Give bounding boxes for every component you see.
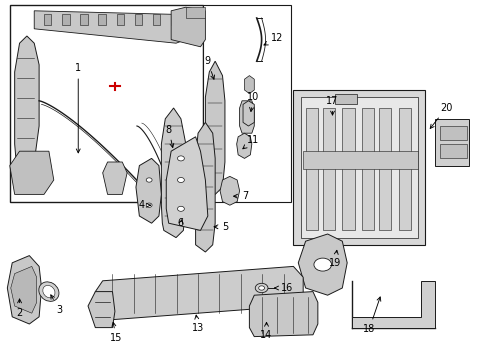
Text: 12: 12: [264, 33, 283, 45]
Text: 4: 4: [138, 200, 150, 210]
Polygon shape: [322, 108, 334, 155]
Polygon shape: [11, 266, 37, 313]
Polygon shape: [378, 162, 390, 230]
Text: 14: 14: [260, 323, 272, 340]
Polygon shape: [195, 122, 215, 252]
Polygon shape: [62, 14, 69, 25]
Text: 8: 8: [165, 125, 173, 148]
Polygon shape: [7, 256, 41, 324]
Text: 3: 3: [51, 295, 62, 315]
Polygon shape: [244, 76, 254, 94]
Text: 1: 1: [75, 63, 81, 153]
Text: 17: 17: [325, 96, 338, 115]
Polygon shape: [185, 7, 205, 18]
Polygon shape: [102, 162, 127, 194]
Polygon shape: [249, 292, 317, 337]
Polygon shape: [334, 94, 356, 104]
Text: 19: 19: [328, 250, 341, 268]
Polygon shape: [34, 11, 195, 43]
Circle shape: [258, 286, 264, 290]
Polygon shape: [303, 151, 417, 169]
Circle shape: [313, 258, 331, 271]
Text: 2: 2: [17, 299, 22, 318]
Polygon shape: [98, 14, 105, 25]
Polygon shape: [439, 144, 466, 158]
Text: 9: 9: [204, 56, 214, 79]
Circle shape: [177, 206, 184, 211]
Text: 5: 5: [214, 222, 228, 232]
Polygon shape: [135, 14, 142, 25]
Polygon shape: [434, 119, 468, 166]
Polygon shape: [439, 126, 466, 140]
Ellipse shape: [39, 282, 59, 301]
Polygon shape: [205, 61, 224, 194]
Polygon shape: [361, 108, 373, 155]
Text: 11: 11: [243, 135, 259, 149]
Polygon shape: [136, 158, 161, 223]
Polygon shape: [15, 36, 39, 180]
Polygon shape: [298, 234, 346, 295]
Polygon shape: [10, 151, 54, 194]
Polygon shape: [342, 108, 354, 155]
Text: 10: 10: [246, 92, 259, 112]
Text: 16: 16: [274, 283, 293, 293]
Polygon shape: [342, 162, 354, 230]
Polygon shape: [398, 162, 410, 230]
Ellipse shape: [43, 285, 55, 298]
Polygon shape: [398, 108, 410, 155]
Circle shape: [146, 203, 152, 207]
Polygon shape: [95, 266, 303, 320]
Text: 6: 6: [178, 218, 183, 228]
Circle shape: [177, 177, 184, 183]
Text: 18: 18: [362, 297, 380, 334]
Polygon shape: [243, 101, 254, 126]
Text: 7: 7: [233, 191, 248, 201]
Text: 20: 20: [429, 103, 451, 129]
Polygon shape: [361, 162, 373, 230]
Polygon shape: [236, 133, 251, 158]
Polygon shape: [80, 14, 87, 25]
Polygon shape: [153, 14, 160, 25]
Polygon shape: [88, 292, 115, 328]
Circle shape: [255, 283, 267, 293]
Polygon shape: [239, 101, 254, 133]
Circle shape: [146, 178, 152, 182]
Polygon shape: [220, 176, 239, 205]
Polygon shape: [171, 7, 205, 47]
Polygon shape: [378, 108, 390, 155]
Polygon shape: [44, 14, 51, 25]
Circle shape: [177, 156, 184, 161]
Polygon shape: [305, 108, 317, 155]
Polygon shape: [117, 14, 124, 25]
Polygon shape: [293, 90, 425, 245]
Polygon shape: [305, 162, 317, 230]
Polygon shape: [166, 137, 207, 230]
Text: 15: 15: [110, 322, 122, 343]
Polygon shape: [322, 162, 334, 230]
Polygon shape: [300, 97, 417, 238]
Polygon shape: [351, 281, 434, 328]
Bar: [10, 5, 203, 202]
Polygon shape: [171, 14, 178, 25]
Polygon shape: [161, 108, 185, 238]
Text: 13: 13: [191, 315, 204, 333]
Bar: [203, 5, 290, 202]
